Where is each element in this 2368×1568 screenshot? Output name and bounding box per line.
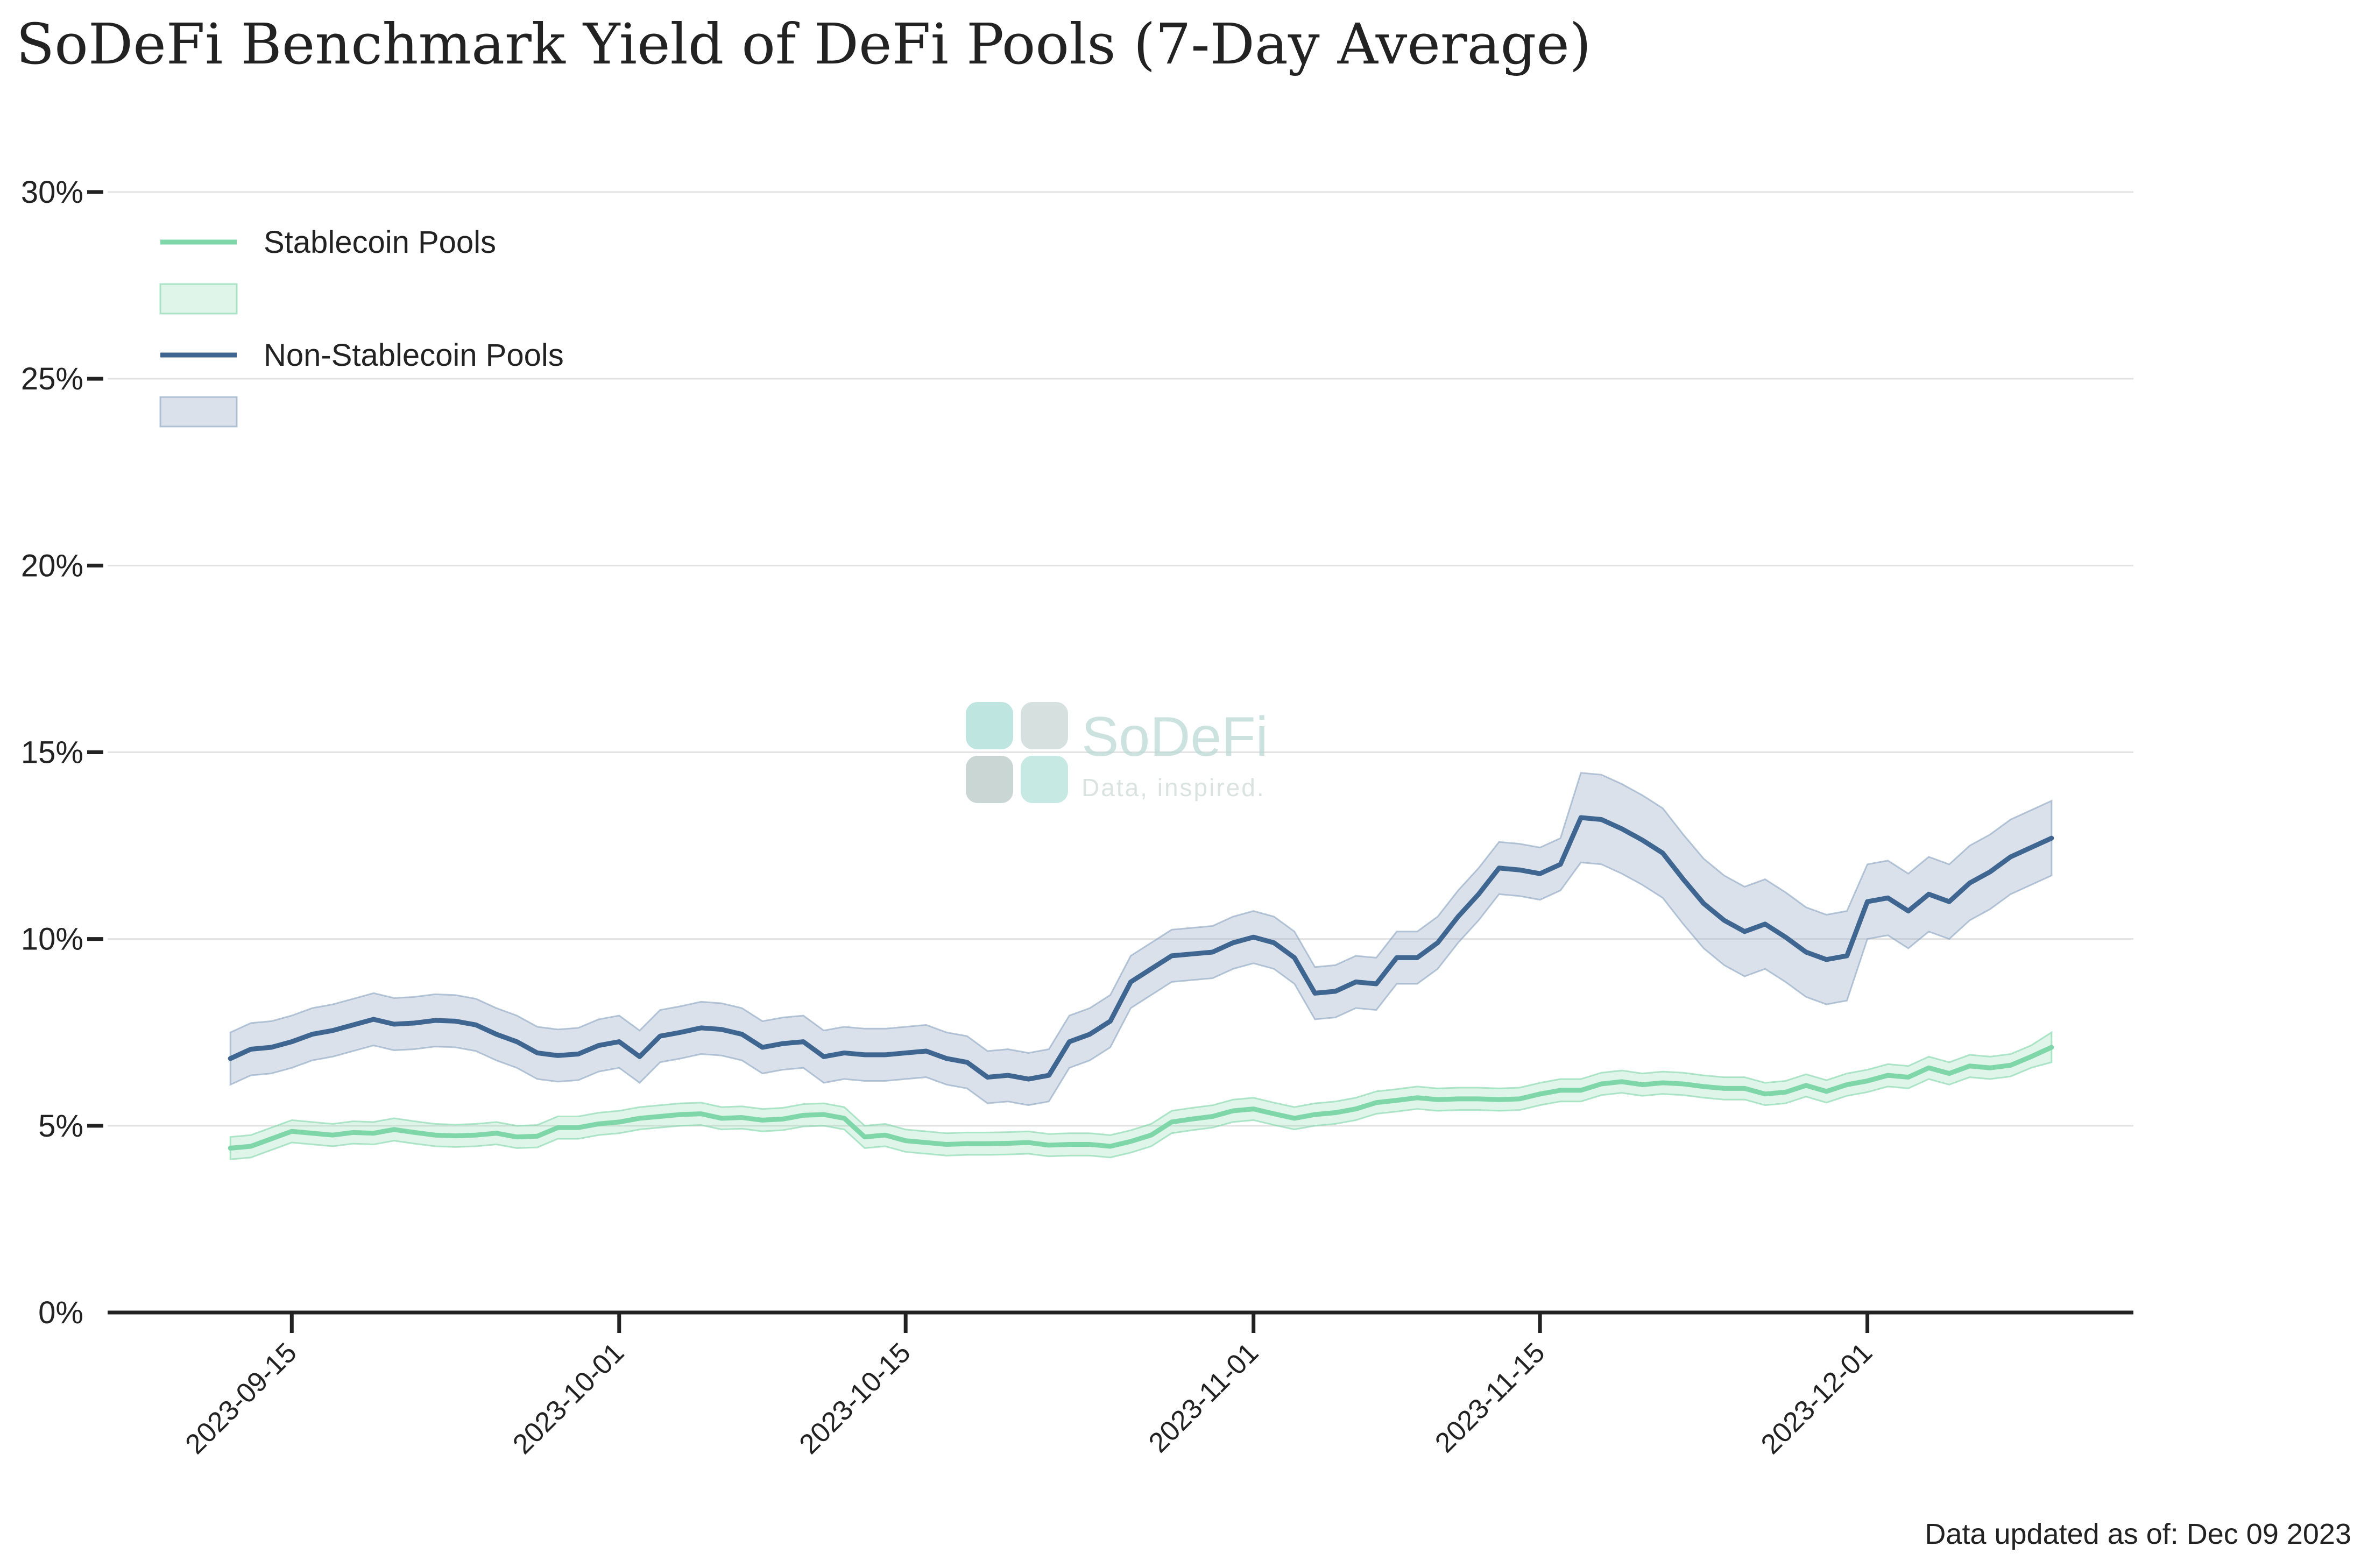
series-line-stablecoin — [228, 1045, 2054, 1151]
legend-band-swatch — [159, 396, 238, 428]
x-tick-label: 2023-09-15 — [180, 1337, 303, 1460]
x-tick-label: 2023-10-01 — [507, 1337, 630, 1460]
watermark: SoDeFi Data, inspired. — [966, 702, 1268, 803]
legend-label: Stablecoin Pools — [264, 225, 496, 260]
y-tick-label: 20% — [21, 548, 83, 583]
y-tick-label: 30% — [21, 175, 83, 210]
confidence-band-non-stablecoin — [229, 772, 2053, 1106]
watermark-tagline: Data, inspired. — [1081, 774, 1266, 801]
y-tick-label: 10% — [21, 922, 83, 957]
data-updated-note: Data updated as of: Dec 09 2023 — [1925, 1518, 2351, 1550]
x-tick-label: 2023-12-01 — [1755, 1337, 1878, 1460]
x-tick-label: 2023-10-15 — [794, 1337, 917, 1460]
gridlines — [108, 191, 2133, 1127]
watermark-logo-tile — [966, 702, 1013, 749]
legend-label: Non-Stablecoin Pools — [264, 338, 564, 373]
x-tick-label: 2023-11-01 — [1143, 1337, 1264, 1458]
y-tick-label: 5% — [38, 1109, 83, 1144]
watermark-name: SoDeFi — [1081, 706, 1268, 768]
legend: Stablecoin Pools Non-Stablecoin Pools — [159, 225, 564, 428]
legend-band-swatch — [159, 283, 238, 315]
y-tick-label: 15% — [21, 735, 83, 770]
watermark-logo-tile — [1021, 756, 1068, 803]
chart-title: SoDeFi Benchmark Yield of DeFi Pools (7-… — [16, 11, 1591, 77]
x-tick-label: 2023-11-15 — [1429, 1337, 1551, 1458]
confidence-bands — [229, 772, 2053, 1160]
y-tick-label: 25% — [21, 361, 83, 396]
confidence-band-stablecoin — [229, 1031, 2053, 1160]
y-tick-label: 0% — [38, 1295, 83, 1330]
watermark-logo-tile — [966, 756, 1013, 803]
series-lines — [228, 815, 2054, 1151]
series-line-non-stablecoin — [228, 815, 2054, 1082]
watermark-logo-tile — [1021, 702, 1068, 749]
